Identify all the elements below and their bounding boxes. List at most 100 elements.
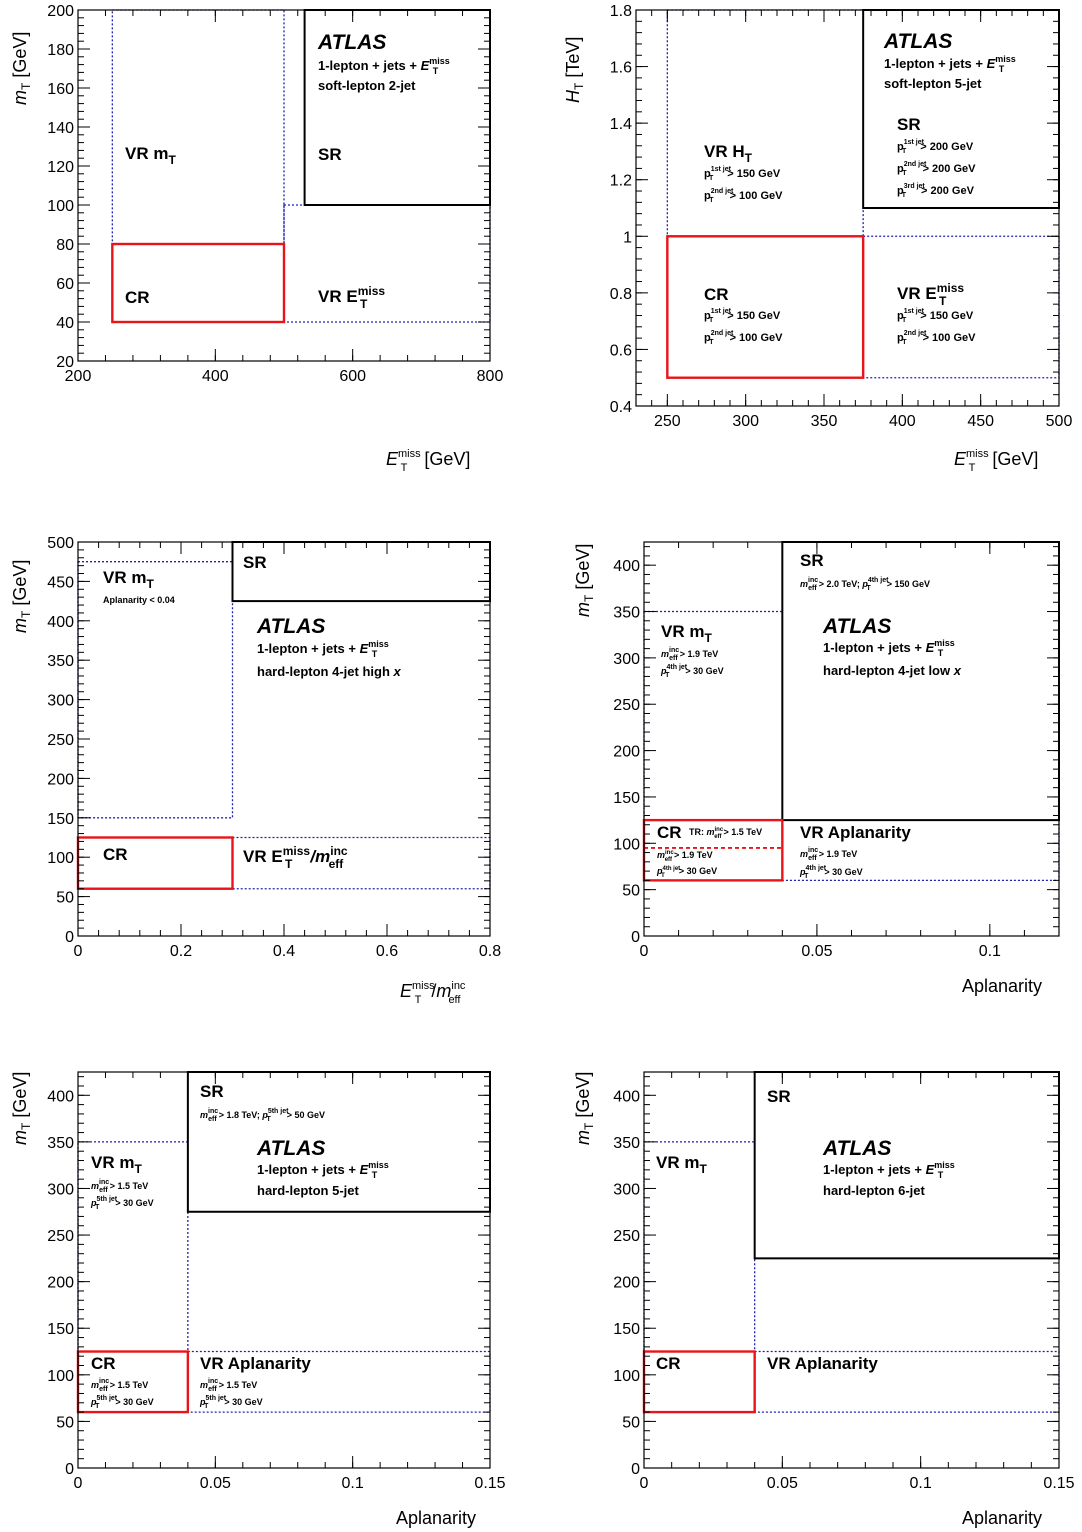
y-tick-label: 350 — [47, 653, 74, 670]
vr-region-box — [862, 235, 1060, 379]
chart-soft-5jet: 250 300 350 400 450 500 0.4 0.6 0.8 1 1.2 1.4 1.6 1.8… — [563, 3, 1072, 474]
y-tick-label: 50 — [622, 883, 640, 900]
label-sr: SR — [318, 145, 342, 164]
axis-ticks: 0 0.05 0.1 0.15 0 50 100 150 200 250 300 350 400 — [47, 1072, 506, 1492]
label-vr-mt: VR mT — [91, 1153, 142, 1176]
y-tick-label: 100 — [613, 836, 640, 853]
y-tick-label: 0 — [631, 1461, 640, 1478]
chart-hard-4jet-high-x: 0 0.2 0.4 0.6 0.8 0 50 100 150 200 250 300 350 400 450… — [10, 535, 501, 1006]
cr-cut-2: p4th jet T > 30 GeV — [656, 866, 717, 879]
x-tick-label: 0.05 — [801, 943, 832, 960]
label-vr-mt: VR mT — [656, 1153, 707, 1176]
x-tick-label: 450 — [967, 413, 994, 430]
panel-soft-5jet: 250 300 350 400 450 500 0.4 0.6 0.8 1 1.2 1.4 1.6 1.8… — [541, 0, 1082, 510]
x-tick-label: 200 — [65, 368, 92, 385]
analysis-line-1: 1-lepton + jets + Emiss T — [884, 54, 1016, 74]
y-tick-label: 250 — [47, 732, 74, 749]
cr-region-box — [76, 836, 234, 890]
y-tick-label: 200 — [613, 1275, 640, 1292]
atlas-label: ATLAS — [256, 1137, 325, 1160]
y-tick-label: 300 — [613, 651, 640, 668]
x-tick-label: 0.1 — [979, 943, 1001, 960]
label-cr: CR — [91, 1354, 116, 1373]
vr-apl-cut-2: p5th jet T > 30 GeV — [199, 1395, 263, 1410]
y-tick-label: 150 — [613, 790, 640, 807]
cr-region-box — [111, 242, 286, 324]
vr-mt-cut-2: p5th jet T > 30 GeV — [90, 1196, 154, 1211]
x-tick-label: 600 — [339, 368, 366, 385]
x-tick-label: 0.05 — [200, 1475, 231, 1492]
y-tick-label: 80 — [56, 237, 74, 254]
y-tick-label: 0.6 — [610, 342, 632, 359]
y-tick-label: 140 — [47, 120, 74, 137]
y-tick-label: 300 — [613, 1181, 640, 1198]
y-tick-label: 0 — [65, 929, 74, 946]
x-tick-label: 400 — [889, 413, 916, 430]
y-tick-label: 120 — [47, 159, 74, 176]
x-tick-label: 0.4 — [273, 943, 295, 960]
y-tick-label: 100 — [613, 1368, 640, 1385]
x-tick-label: 350 — [811, 413, 838, 430]
y-tick-label: 150 — [613, 1321, 640, 1338]
y-tick-label: 0 — [65, 1461, 74, 1478]
y-axis-label: HT [TeV] — [563, 37, 586, 103]
y-tick-label: 100 — [47, 850, 74, 867]
y-axis-label: mT [GeV] — [573, 1072, 596, 1145]
y-tick-label: 200 — [47, 3, 74, 20]
analysis-line-2: soft-lepton 2-jet — [318, 78, 416, 93]
x-tick-label: 800 — [477, 368, 504, 385]
panel-soft-2jet: 200 400 600 800 20 40 60 80 100 120 140 160 180 200 m… — [0, 0, 541, 510]
panel-hard-4jet-low-x: 0 0.05 0.1 0 50 100 150 200 250 300 350 400 mT [GeV… — [541, 520, 1082, 1030]
x-tick-label: 400 — [202, 368, 229, 385]
label-sr: SR — [243, 553, 267, 572]
y-tick-label: 100 — [47, 1368, 74, 1385]
vr-mt-cut-1: minc eff > 1.5 TeV — [91, 1179, 148, 1194]
vr-mt-cut-2: p4th jet T > 30 GeV — [660, 664, 724, 679]
x-axis-label: Aplanarity — [962, 1508, 1042, 1528]
x-tick-label: 0.15 — [1043, 1475, 1074, 1492]
vr-ht-cut-2: p2nd jet T > 100 GeV — [704, 188, 783, 204]
y-axis-label: mT [GeV] — [10, 32, 33, 105]
label-vr-mt: VR mT — [103, 568, 154, 591]
sr-cut-2: p2nd jet T > 200 GeV — [897, 161, 976, 177]
label-sr: SR — [200, 1082, 224, 1101]
y-tick-label: 300 — [47, 693, 74, 710]
analysis-line-2: hard-lepton 4-jet low x — [823, 663, 962, 678]
y-tick-label: 1 — [623, 229, 632, 246]
vr-mt-cut-1: minc eff > 1.9 TeV — [661, 647, 718, 662]
label-vr-met: VR Emiss T — [897, 281, 964, 308]
x-tick-label: 250 — [654, 413, 681, 430]
vr-apl-cut-2: p4th jet T > 30 GeV — [799, 865, 863, 880]
x-tick-label: 0 — [74, 1475, 83, 1492]
y-tick-label: 350 — [613, 1135, 640, 1152]
vr-region-box — [666, 9, 864, 237]
x-axis-label: Aplanarity — [962, 976, 1042, 996]
analysis-line-2: soft-lepton 5-jet — [884, 76, 982, 91]
atlas-label: ATLAS — [883, 30, 952, 53]
vr-apl-cut-1: minc eff > 1.9 TeV — [800, 847, 857, 862]
x-axis-label: Emiss T [GeV] — [386, 448, 470, 474]
label-vr-mt: VR mT — [125, 144, 176, 167]
y-tick-label: 450 — [47, 574, 74, 591]
y-tick-label: 60 — [56, 276, 74, 293]
analysis-line-1: 1-lepton + jets + Emiss T — [318, 56, 450, 76]
panel-hard-4jet-high-x: 0 0.2 0.4 0.6 0.8 0 50 100 150 200 250 300 350 400 450… — [0, 520, 541, 1030]
y-tick-label: 250 — [613, 697, 640, 714]
cr-cut-1: p1st jet T > 150 GeV — [704, 308, 781, 324]
y-tick-label: 200 — [47, 771, 74, 788]
cr-cut-2: p5th jet T > 30 GeV — [90, 1395, 154, 1410]
x-tick-label: 0.1 — [342, 1475, 364, 1492]
plot-frame — [77, 1071, 491, 1469]
analysis-line-2: hard-lepton 5-jet — [257, 1183, 360, 1198]
y-tick-label: 180 — [47, 42, 74, 59]
x-axis-label: Emiss T [GeV] — [954, 448, 1038, 474]
label-sr: SR — [897, 115, 921, 134]
y-tick-label: 150 — [47, 811, 74, 828]
y-tick-label: 1.4 — [610, 116, 632, 133]
axis-ticks: 0 0.2 0.4 0.6 0.8 0 50 100 150 200 250 300 350 400 450… — [47, 535, 501, 960]
y-tick-label: 350 — [613, 605, 640, 622]
x-axis-label: Emiss T/minc eff — [400, 980, 466, 1006]
x-tick-label: 0 — [640, 943, 649, 960]
vr-mt-cut: Aplanarity < 0.04 — [103, 595, 175, 605]
y-axis-label: mT [GeV] — [573, 544, 596, 617]
